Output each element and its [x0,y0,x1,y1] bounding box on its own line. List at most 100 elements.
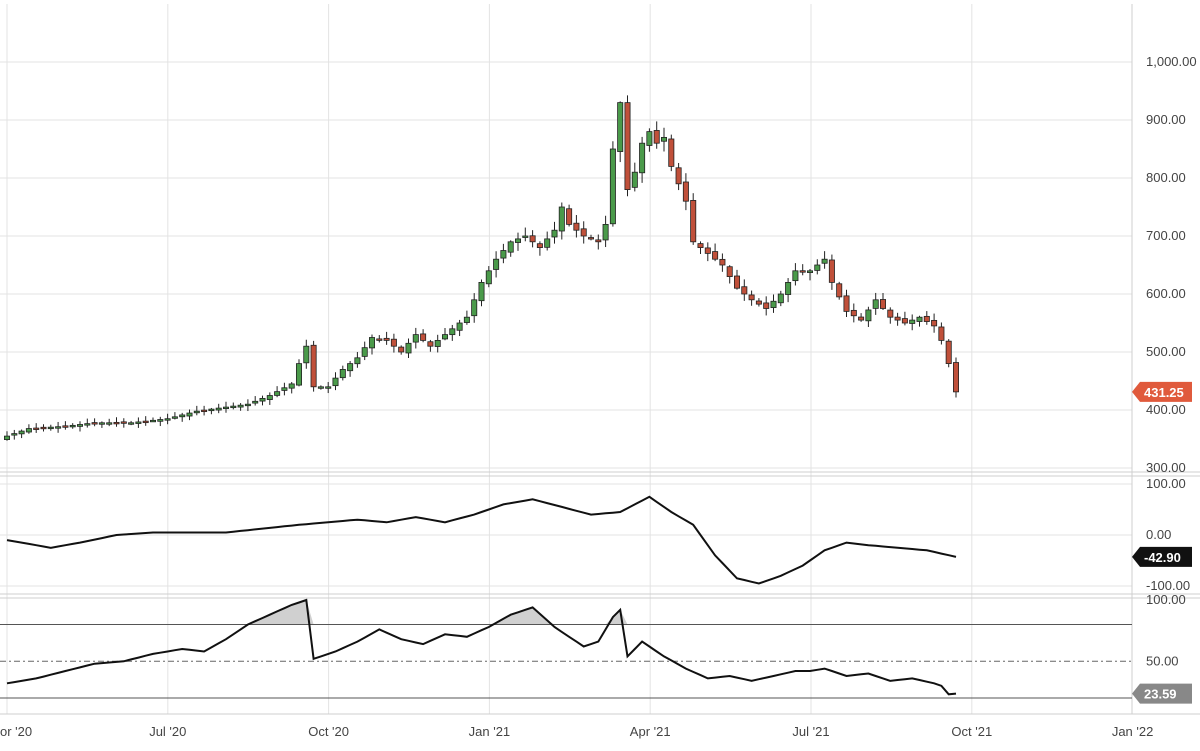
candle-body-up [558,206,565,232]
candle [91,418,98,427]
candle [208,407,215,415]
candle-body-down [938,326,945,341]
candle-body-down [828,259,835,283]
price-tick-label: 600.00 [1146,286,1186,301]
candle-body-up [252,400,259,404]
candle-body-up [106,422,113,425]
candle-body-up [303,345,310,364]
candle [193,405,200,416]
candle [420,329,427,343]
candle-body-up [551,229,558,238]
candle [682,173,689,211]
candle [938,322,945,345]
candle-body-down [690,200,697,243]
candle [551,221,558,244]
candle-body-up [354,357,361,365]
candle [624,95,631,197]
candle-body-down [420,333,427,341]
candle-body-up [463,316,470,323]
candle [865,306,872,327]
candle-body-up [792,270,799,282]
candle-body-down [595,239,602,243]
candle-body-down [712,251,719,260]
candle-body-up [872,299,879,309]
last-price-badge-text: 431.25 [1144,385,1184,400]
candle-body-down [741,286,748,295]
candle [500,243,507,264]
candle [690,193,697,245]
candle [354,352,361,368]
candle [237,403,244,411]
candle [602,215,609,248]
candle-body-up [55,426,62,429]
candle-body-up [317,386,324,389]
candle [617,101,624,163]
candle-body-up [325,386,332,389]
candle-body-up [661,136,668,142]
candle [288,381,295,394]
candle [149,417,156,423]
candle [916,315,923,327]
last-price-badge: 431.25 [1132,381,1192,402]
candle [799,264,806,276]
price-tick-label: 900.00 [1146,112,1186,127]
oscillator-last-badge: -42.90 [1132,546,1192,567]
candle-body-down [953,362,960,393]
stochastic-tick-label: 50.00 [1146,653,1179,668]
candle-body-up [47,426,54,430]
candle-body-down [755,300,762,305]
candle-body-down [376,338,383,341]
oscillator-tick-label: -100.00 [1146,578,1190,593]
candle-body-up [281,387,288,391]
candle-body-up [11,433,18,436]
candle [274,386,281,398]
candle [880,292,887,310]
candle [47,424,54,431]
candle [522,227,529,242]
stochastic-tick-label: 100.00 [1146,592,1186,607]
candle [748,290,755,306]
candle-body-up [77,424,84,427]
candle-body-up [777,293,784,304]
candle [201,405,208,416]
candle-body-up [770,300,777,309]
candle-body-up [4,435,10,440]
candle [135,417,142,428]
stochastic-last-badge: 23.59 [1132,683,1192,704]
candle [770,294,777,313]
candle [412,327,419,349]
candle-body-down [682,181,689,202]
candle-body-down [113,421,120,425]
candle [945,339,952,368]
axis-labels: 300.00 400.00 500.00 600.00 700.00 800.00 900.… [0,54,1197,739]
candle-body-up [339,368,346,379]
candle-body-down [40,426,47,430]
candle-body-up [485,270,492,285]
candle [471,293,478,323]
candle [295,359,302,387]
candle [807,268,814,281]
candle [84,418,91,428]
candle [55,421,62,433]
candle-body-down [887,309,894,318]
stochastic-panel [0,598,1132,699]
grid-lines [0,4,1200,715]
candle [755,298,762,307]
candle [281,382,288,396]
candle-body-down [901,318,908,324]
candle-body-up [515,238,522,243]
candle [25,424,32,434]
price-tick-label: 400.00 [1146,402,1186,417]
candle [186,409,193,421]
candle-body-down [704,247,711,254]
candle-body-up [186,412,193,417]
candle-body-down [858,316,865,321]
x-axis-tick-label: Jul '21 [792,724,829,739]
candle [609,141,616,227]
candle [325,382,332,394]
stochastic-line [6,598,957,696]
candle [398,345,405,355]
candle-body-up [179,414,186,418]
candle-body-up [237,404,244,408]
candle-body-up [909,319,916,324]
